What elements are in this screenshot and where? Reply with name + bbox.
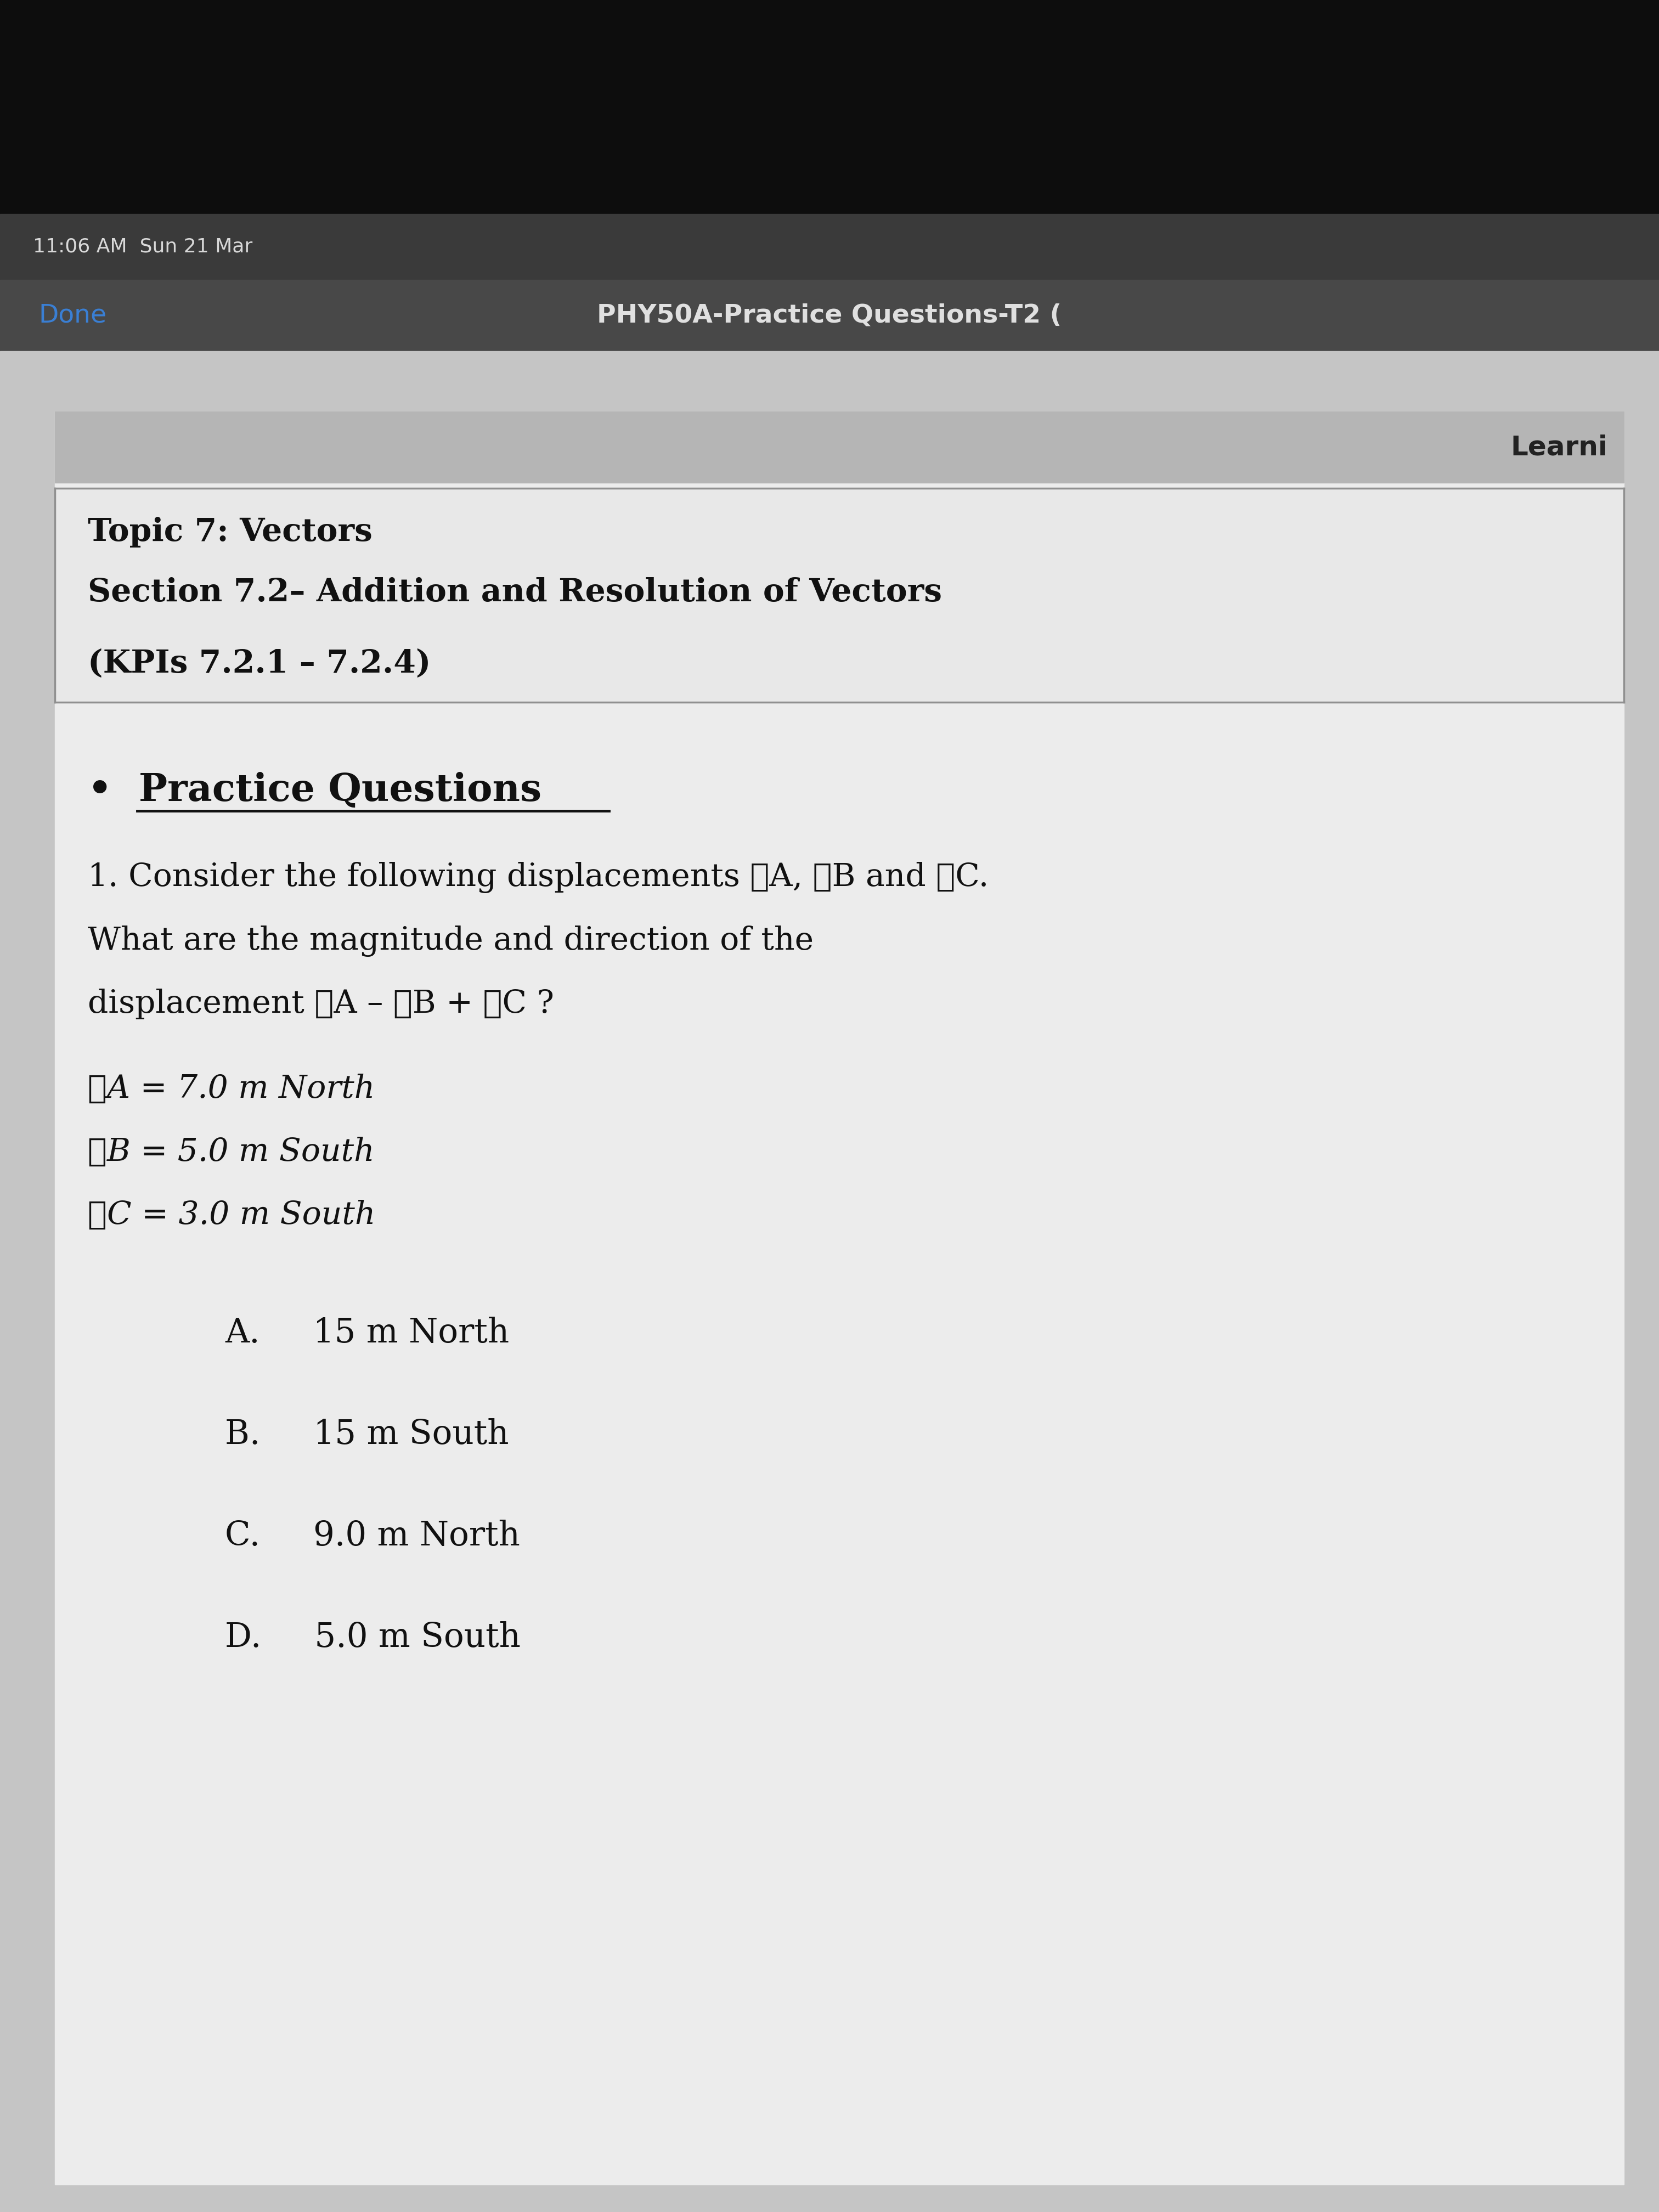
Text: B.     15 m South: B. 15 m South: [226, 1418, 509, 1451]
Bar: [55, 411, 1624, 482]
Text: Done: Done: [38, 303, 106, 327]
Text: PHY50A-Practice Questions-T2 (: PHY50A-Practice Questions-T2 (: [597, 303, 1062, 327]
Bar: [55, 489, 1624, 701]
Bar: [0, 0, 1659, 230]
Text: 1. Consider the following displacements ⃗A, ⃗B and ⃗C.: 1. Consider the following displacements …: [88, 863, 989, 894]
Bar: [55, 411, 1624, 2185]
Text: Learni: Learni: [1510, 434, 1608, 460]
Text: D.     5.0 m South: D. 5.0 m South: [226, 1621, 521, 1655]
Text: ⃗C = 3.0 m South: ⃗C = 3.0 m South: [88, 1199, 375, 1230]
Bar: [0, 279, 1659, 352]
Text: displacement ⃗A – ⃗B + ⃗C ?: displacement ⃗A – ⃗B + ⃗C ?: [88, 989, 554, 1020]
Text: ⃗B = 5.0 m South: ⃗B = 5.0 m South: [88, 1137, 375, 1168]
Text: A.     15 m North: A. 15 m North: [226, 1316, 509, 1349]
Text: 11:06 AM  Sun 21 Mar: 11:06 AM Sun 21 Mar: [33, 237, 252, 257]
Text: ⃗A = 7.0 m North: ⃗A = 7.0 m North: [88, 1073, 375, 1104]
Text: •  Practice Questions: • Practice Questions: [88, 772, 541, 807]
Bar: [0, 352, 1659, 2212]
Text: What are the magnitude and direction of the: What are the magnitude and direction of …: [88, 925, 813, 956]
Text: Section 7.2– Addition and Resolution of Vectors: Section 7.2– Addition and Resolution of …: [88, 577, 942, 608]
Text: C.     9.0 m North: C. 9.0 m North: [226, 1520, 519, 1553]
Text: Topic 7: Vectors: Topic 7: Vectors: [88, 518, 372, 549]
Text: (KPIs 7.2.1 – 7.2.4): (KPIs 7.2.1 – 7.2.4): [88, 648, 431, 679]
Bar: [0, 215, 1659, 279]
